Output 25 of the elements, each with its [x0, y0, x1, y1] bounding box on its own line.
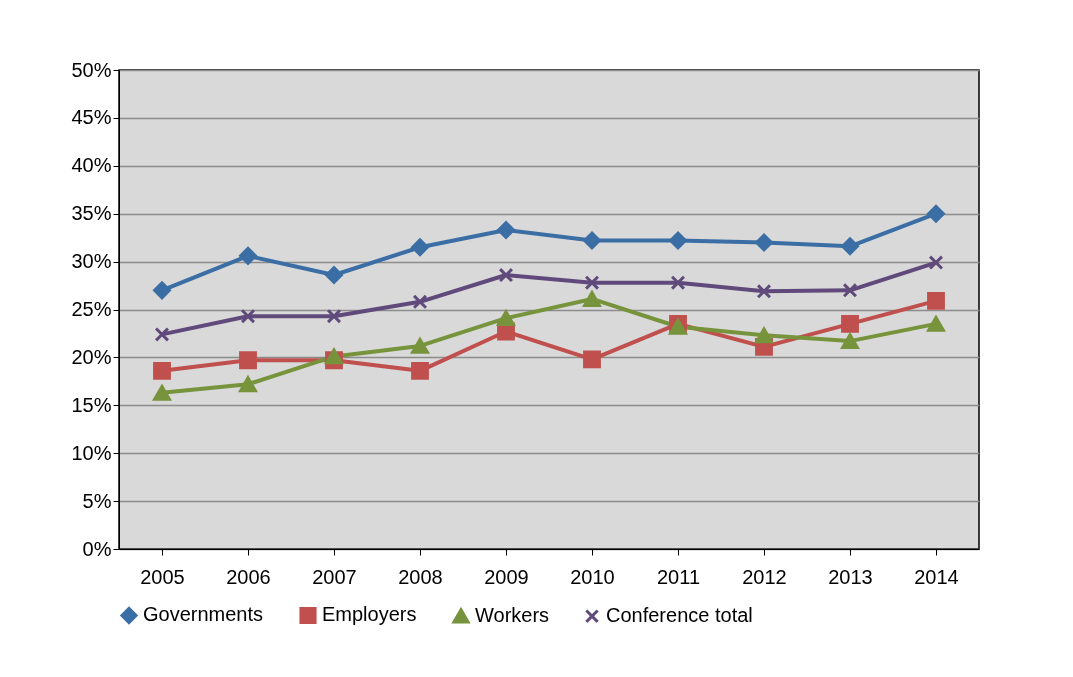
legend-label: Employers [322, 603, 417, 626]
legend-label: Governments [143, 603, 264, 626]
y-tick-label: 10% [71, 441, 112, 464]
x-tick-label: 2014 [914, 565, 959, 588]
x-tick-label: 2007 [312, 565, 357, 588]
x-tick-label: 2013 [828, 565, 873, 588]
x-tick-label: 2008 [398, 565, 443, 588]
y-tick-label: 25% [71, 298, 112, 320]
x-tick-label: 2006 [226, 565, 271, 588]
y-tick-label: 5% [82, 489, 112, 512]
y-tick-label: 45% [71, 106, 112, 129]
y-tick-label: 40% [71, 154, 112, 177]
y-tick-label: 15% [71, 393, 112, 416]
x-tick-label: 2009 [484, 565, 529, 588]
x-tick-label: 2010 [570, 565, 615, 588]
x-tick-label: 2011 [656, 565, 701, 588]
y-tick-label: 35% [71, 202, 112, 225]
y-tick-label: 20% [71, 345, 112, 368]
legend-label: Conference total [606, 604, 753, 627]
y-tick-label: 30% [71, 250, 112, 273]
x-tick-label: 2012 [742, 565, 787, 588]
y-tick-label: 0% [82, 537, 112, 560]
x-tick-label: 2005 [140, 565, 185, 588]
y-tick-label: 50% [71, 58, 112, 81]
legend-label: Workers [475, 603, 550, 626]
